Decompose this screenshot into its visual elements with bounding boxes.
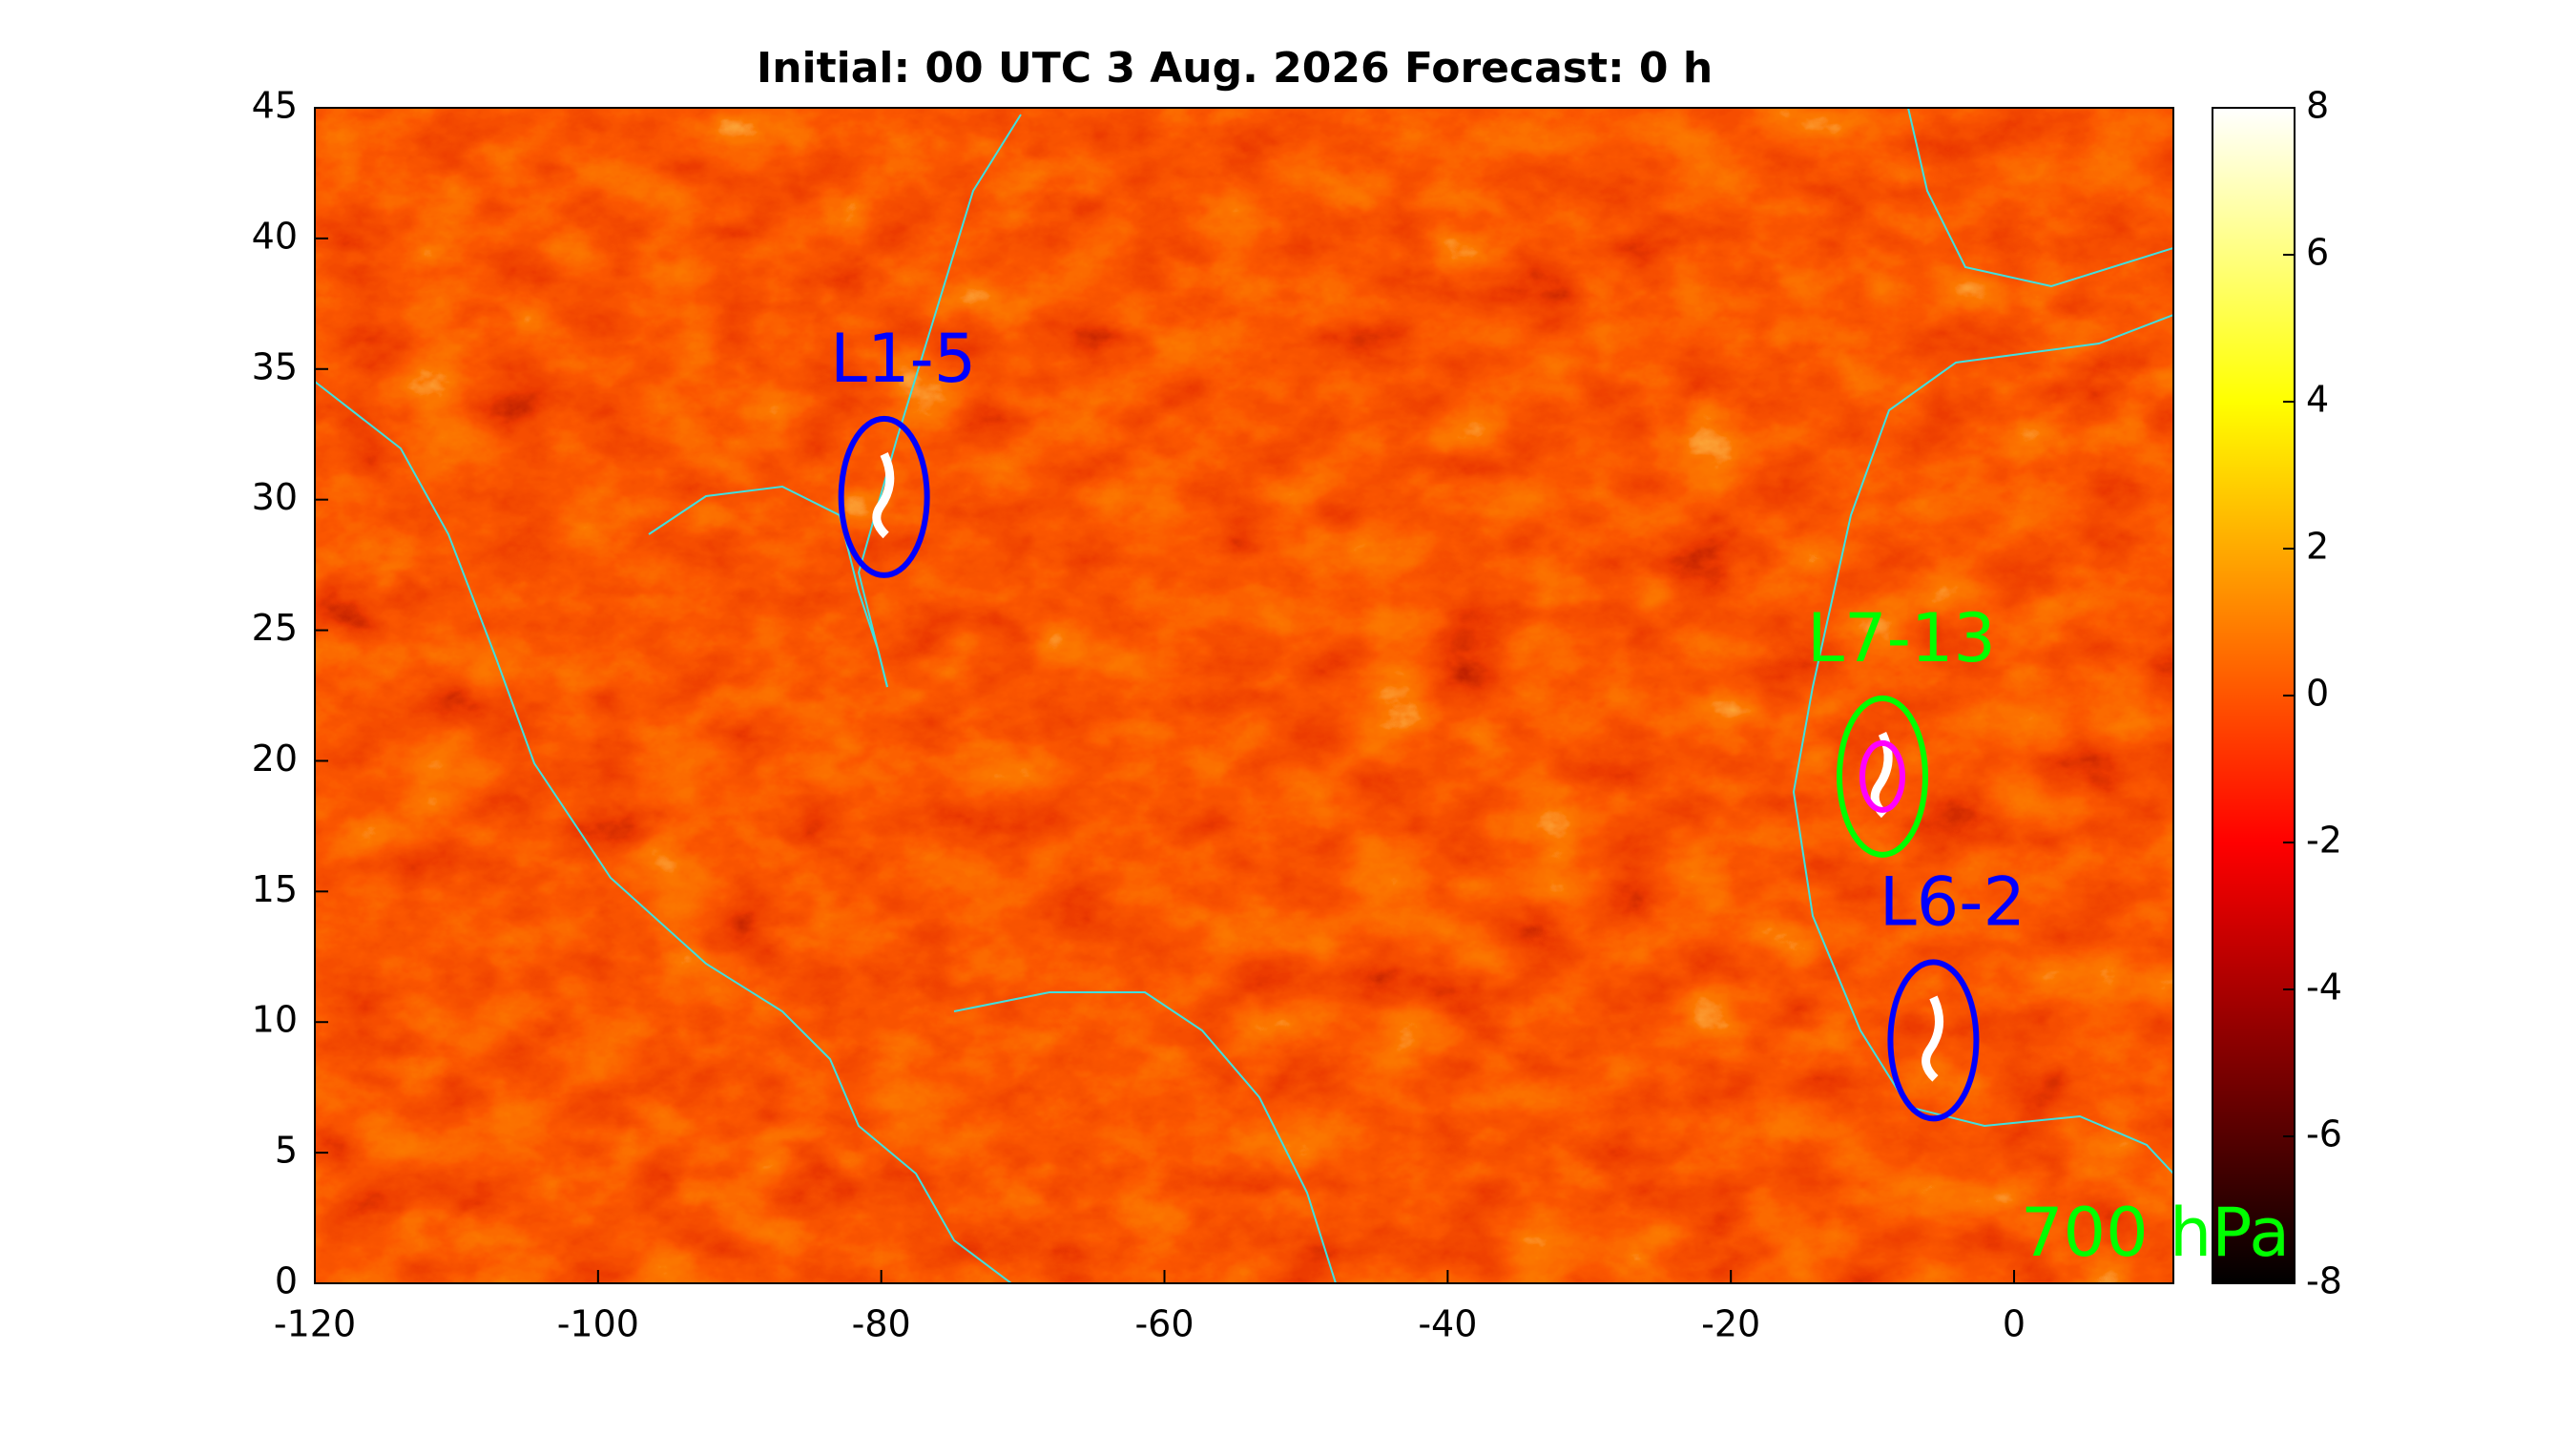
colorbar-tick-label: -6 — [2306, 1113, 2342, 1155]
x-tick-label: 0 — [2003, 1303, 2025, 1345]
marker-label: L7-13 — [1807, 599, 1996, 677]
marker-ellipse — [1836, 695, 1928, 858]
marker-inner — [1859, 739, 1905, 813]
colorbar — [2212, 107, 2296, 1284]
disturbance-core — [872, 452, 895, 539]
x-tick-label: -60 — [1134, 1303, 1194, 1345]
colorbar-tick-label: 6 — [2306, 232, 2329, 274]
y-tick-label: 20 — [252, 738, 298, 780]
marker-ellipse — [1887, 959, 1980, 1122]
colorbar-tick-label: 0 — [2306, 673, 2329, 715]
marker-label: L6-2 — [1880, 863, 2025, 941]
y-tick-label: 25 — [252, 607, 298, 649]
coastline — [315, 381, 1012, 1283]
y-tick-label: 5 — [275, 1130, 298, 1172]
coastline — [1792, 314, 2173, 1175]
colorbar-tick-label: -2 — [2306, 820, 2342, 862]
colorbar-tick-label: -4 — [2306, 967, 2342, 1009]
axes-frame — [314, 107, 2174, 1284]
coastline — [953, 991, 1337, 1283]
marker-label: L1-5 — [830, 320, 976, 398]
y-tick-label: 0 — [275, 1260, 298, 1302]
colorbar-tick-label: 4 — [2306, 379, 2329, 421]
y-tick-label: 10 — [252, 999, 298, 1041]
chart-title: Initial: 00 UTC 3 Aug. 2026 Forecast: 0 … — [757, 44, 1713, 93]
y-tick-label: 45 — [252, 85, 298, 127]
y-tick-label: 30 — [252, 476, 298, 518]
colorbar-tick-label: 2 — [2306, 526, 2329, 568]
field-texture — [315, 108, 2173, 1283]
coastline — [857, 114, 1022, 688]
marker-ellipse — [838, 415, 930, 578]
coastline — [1907, 108, 2173, 288]
x-tick-label: -40 — [1418, 1303, 1477, 1345]
y-tick-label: 35 — [252, 345, 298, 387]
x-tick-label: -100 — [557, 1303, 639, 1345]
map-field — [315, 108, 2173, 1283]
disturbance-core — [1922, 995, 1943, 1082]
y-tick-label: 15 — [252, 868, 298, 910]
x-tick-label: -80 — [852, 1303, 911, 1345]
colorbar-tick-label: 8 — [2306, 85, 2329, 127]
level-label: 700 hPa — [2021, 1194, 2290, 1272]
x-tick-label: -120 — [274, 1303, 356, 1345]
x-tick-label: -20 — [1701, 1303, 1760, 1345]
y-tick-label: 40 — [252, 215, 298, 257]
colorbar-tick-label: -8 — [2306, 1260, 2342, 1302]
